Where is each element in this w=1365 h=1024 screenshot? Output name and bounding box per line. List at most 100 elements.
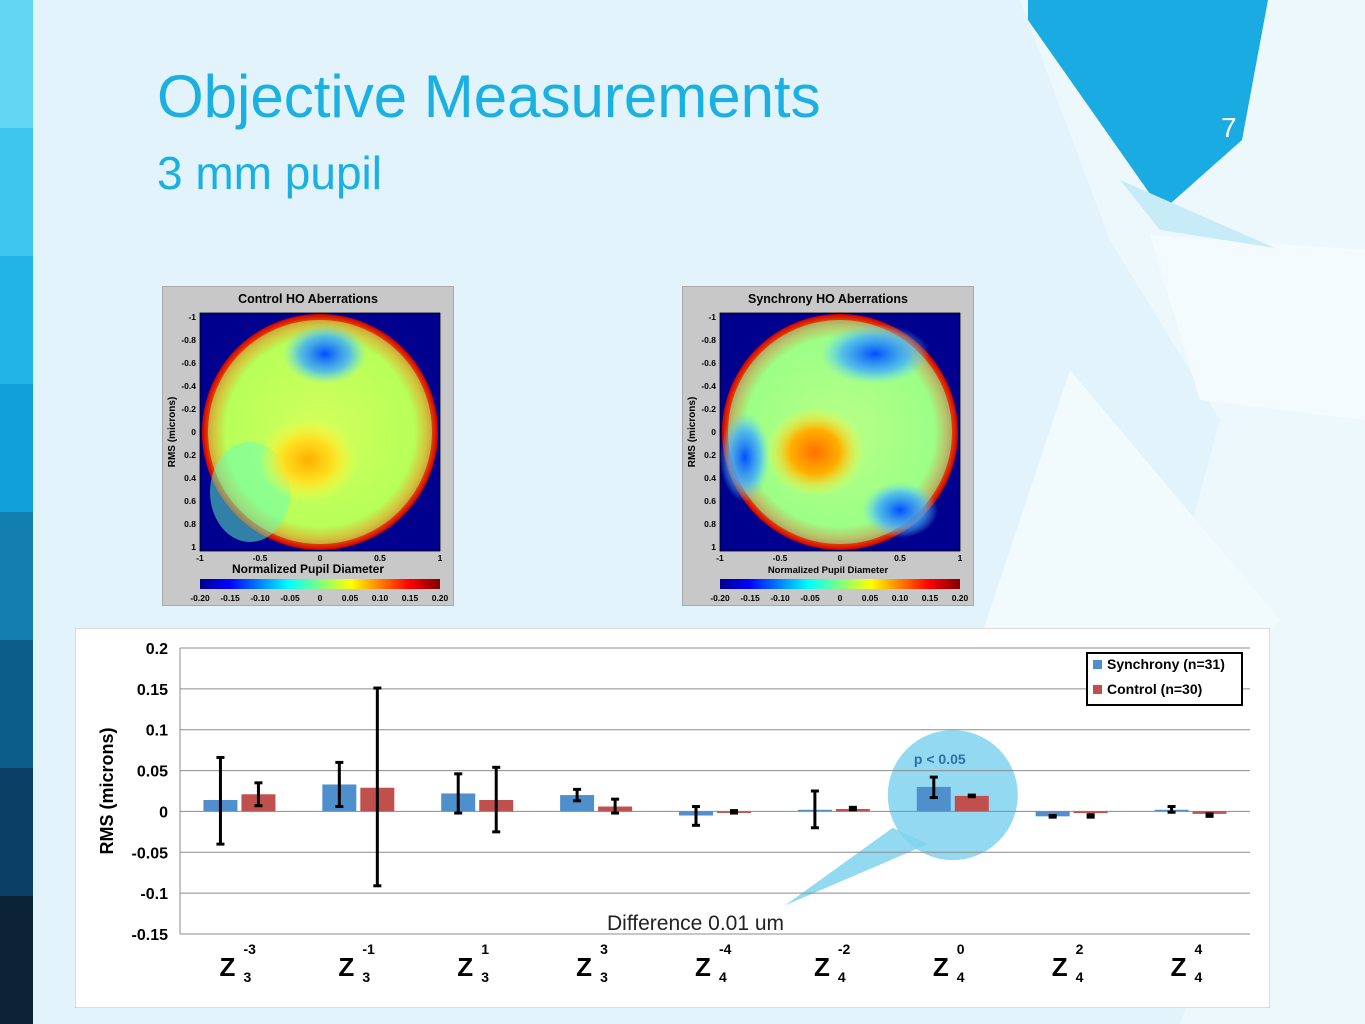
map-x-axis-label: Normalized Pupil Diameter <box>232 562 384 576</box>
map-figure: Control HO Aberrations -1 -0.8 -0.6 -0.4 -0.2… <box>167 292 449 603</box>
map-y-tick-label: -0.8 <box>181 335 196 345</box>
map-title: Control HO Aberrations <box>238 292 378 306</box>
map-y-tick-label: -0.6 <box>181 358 196 368</box>
x-category-subscript: 3 <box>362 969 370 985</box>
colorbar-tick-label: -0.05 <box>800 593 820 603</box>
slide-title: Objective Measurements <box>157 63 821 130</box>
map-plot-frame <box>719 312 961 552</box>
map-x-tick-label: -0.5 <box>253 553 268 563</box>
y-axis-label: RMS (microns) <box>97 727 117 854</box>
bar <box>1035 811 1070 817</box>
y-tick-label: -0.15 <box>132 927 169 944</box>
map-x-tick-label: 0 <box>318 553 323 563</box>
map-x-tick-label: -0.5 <box>773 553 788 563</box>
colorbar-tick-label: 0 <box>318 593 323 603</box>
x-category-label: Z <box>1052 952 1068 982</box>
map-y-tick-label: -0.4 <box>701 381 716 391</box>
colorbar-tick-label: -0.20 <box>190 593 210 603</box>
x-category-label: Z <box>338 952 354 982</box>
zernike-rms-bar-chart: 0.2 0.15 0.1 0.05 0 -0.05 -0.1 -0.15 RMS (micron… <box>75 628 1270 1008</box>
map-y-tick-label: 1 <box>711 542 716 552</box>
map-y-tick-label: 1 <box>191 542 196 552</box>
x-category-superscript: 4 <box>1195 941 1203 957</box>
x-category-superscript: -4 <box>719 941 732 957</box>
blue-lobe-left <box>720 412 770 502</box>
map-x-tick-label: 0.5 <box>374 553 386 563</box>
map-y-tick-label: 0.2 <box>704 450 716 460</box>
map-y-tick-label: -1 <box>708 312 716 322</box>
map-y-tick-label: 0.6 <box>704 496 716 506</box>
blue-lobe-bottom <box>862 482 938 538</box>
colorbar-tick-label: -0.10 <box>770 593 790 603</box>
legend-label: Synchrony (n=31) <box>1107 656 1225 672</box>
map-x-tick-label: 1 <box>958 553 963 563</box>
map-y-tick-label: -0.4 <box>181 381 196 391</box>
difference-annotation: Difference 0.01 um <box>607 912 785 935</box>
map-x-tick-label: 0 <box>838 553 843 563</box>
hot-lobe <box>765 407 865 497</box>
page-number: 7 <box>1221 112 1237 143</box>
map-y-tick-label: -0.8 <box>701 335 716 345</box>
map-x-tick-label: 1 <box>438 553 443 563</box>
control-aberration-map: Control HO Aberrations -1 -0.8 -0.6 -0.4 -0.2… <box>162 286 454 606</box>
legend-swatch <box>1093 685 1102 694</box>
x-category-label: Z <box>814 952 830 982</box>
x-category-label: Z <box>457 952 473 982</box>
synchrony-aberration-map: Synchrony HO Aberrations -1 -0.8 -0.6 -0.4 -0… <box>682 286 974 606</box>
x-category-subscript: 4 <box>1195 969 1203 985</box>
map-title: Synchrony HO Aberrations <box>748 292 908 306</box>
annotation-pointer <box>785 827 928 906</box>
x-category-superscript: 1 <box>481 941 489 957</box>
map-y-tick-label: 0.4 <box>704 473 716 483</box>
map-plot-frame <box>199 312 441 552</box>
map-y-tick-label: -0.2 <box>181 404 196 414</box>
x-category-subscript: 3 <box>243 969 251 985</box>
y-tick-label: -0.05 <box>132 845 169 862</box>
p-value-annotation: p < 0.05 <box>914 751 966 767</box>
colorbar-tick-label: 0.05 <box>862 593 879 603</box>
map-x-tick-label: 0.5 <box>894 553 906 563</box>
bar <box>560 795 595 812</box>
legend-label: Control (n=30) <box>1107 681 1202 697</box>
map-y-tick-label: 0 <box>191 427 196 437</box>
colorbar-tick-label: 0.20 <box>432 593 449 603</box>
y-tick-label: 0.2 <box>146 641 168 658</box>
map-y-axis-label: RMS (microns) <box>687 397 698 468</box>
y-tick-label: 0.15 <box>137 682 168 699</box>
y-tick-label: 0.1 <box>146 723 168 740</box>
x-category-superscript: 0 <box>957 941 965 957</box>
colorbar-tick-label: 0.10 <box>372 593 389 603</box>
map-colorbar <box>200 579 440 589</box>
hot-lobe <box>258 418 358 502</box>
colorbar-tick-label: -0.20 <box>710 593 730 603</box>
x-category-subscript: 4 <box>719 969 727 985</box>
x-category-superscript: 3 <box>600 941 608 957</box>
x-category-subscript: 4 <box>1076 969 1084 985</box>
map-colorbar <box>720 579 960 589</box>
legend-swatch <box>1093 660 1102 669</box>
colorbar-tick-label: 0.10 <box>892 593 909 603</box>
colorbar-tick-label: -0.05 <box>280 593 300 603</box>
x-category-label: Z <box>1171 952 1187 982</box>
slide-subtitle: 3 mm pupil <box>157 147 382 199</box>
chart-background <box>75 628 1270 1008</box>
map-x-axis-label: Normalized Pupil Diameter <box>768 565 889 576</box>
map-x-tick-label: -1 <box>196 553 204 563</box>
bar <box>1073 811 1108 814</box>
x-category-subscript: 4 <box>957 969 965 985</box>
map-y-tick-label: 0 <box>711 427 716 437</box>
x-category-label: Z <box>933 952 949 982</box>
map-y-tick-label: 0.2 <box>184 450 196 460</box>
y-tick-label: -0.1 <box>140 886 168 903</box>
x-category-superscript: 2 <box>1076 941 1084 957</box>
y-tick-label: 0 <box>159 804 168 821</box>
x-category-superscript: -1 <box>362 941 375 957</box>
map-y-tick-label: 0.8 <box>704 519 716 529</box>
map-y-tick-label: -0.6 <box>701 358 716 368</box>
map-y-tick-label: 0.8 <box>184 519 196 529</box>
legend-box <box>1086 652 1243 706</box>
map-y-tick-label: 0.6 <box>184 496 196 506</box>
x-category-superscript: -3 <box>243 941 256 957</box>
colorbar-tick-label: 0.05 <box>342 593 359 603</box>
y-tick-label: 0.05 <box>137 764 168 781</box>
